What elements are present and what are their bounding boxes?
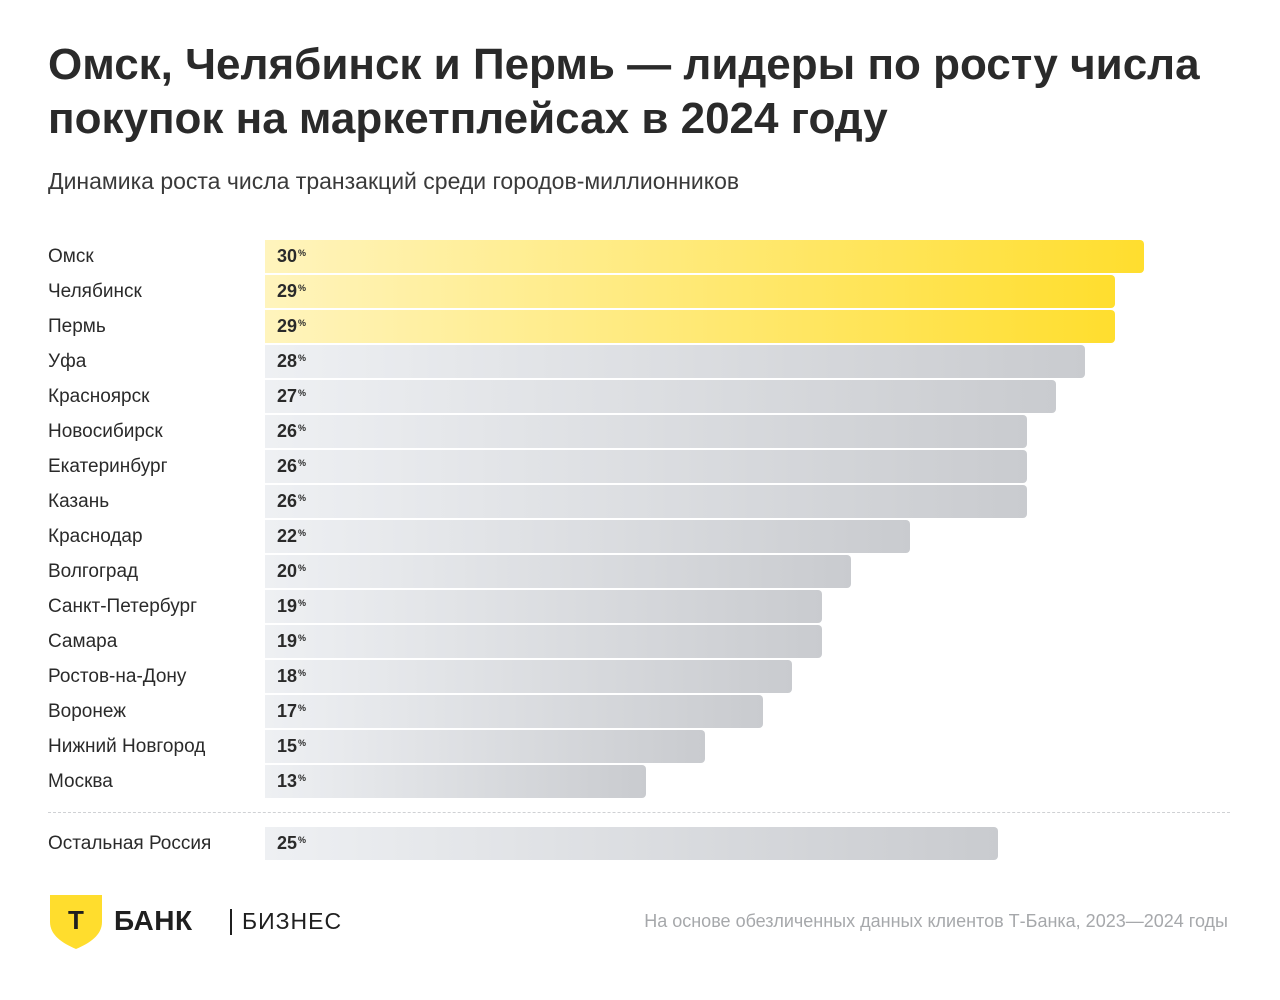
city-row: Казань 26% xyxy=(0,485,1280,518)
city-label: Уфа xyxy=(48,351,87,372)
city-bar xyxy=(265,485,1027,518)
city-bar xyxy=(265,695,763,728)
city-value-label: 26% xyxy=(277,421,307,441)
reference-divider xyxy=(48,812,1230,813)
reference-bar xyxy=(265,827,998,860)
city-row: Нижний Новгород 15% xyxy=(0,730,1280,763)
city-row: Ростов-на-Дону 18% xyxy=(0,660,1280,693)
city-bar xyxy=(265,345,1085,378)
city-label: Казань xyxy=(48,491,110,512)
city-bar xyxy=(265,240,1144,273)
city-value-label: 18% xyxy=(277,666,307,686)
city-label: Пермь xyxy=(48,316,106,337)
city-label: Самара xyxy=(48,631,118,652)
city-bar xyxy=(265,450,1027,483)
reference-value-label: 25% xyxy=(277,833,307,853)
city-row: Новосибирск 26% xyxy=(0,415,1280,448)
tbank-shield-icon xyxy=(50,895,102,949)
city-bar xyxy=(265,765,646,798)
footer: Т БАНК БИЗНЕС На основе обезличенных дан… xyxy=(0,895,1280,955)
city-value-label: 15% xyxy=(277,736,307,756)
city-value-label: 17% xyxy=(277,701,307,721)
city-row: Волгоград 20% xyxy=(0,555,1280,588)
reference-row: Остальная Россия 25% xyxy=(0,827,1280,860)
city-bar xyxy=(265,555,851,588)
city-bar xyxy=(265,520,910,553)
city-row: Санкт-Петербург 19% xyxy=(0,590,1280,623)
city-value-label: 29% xyxy=(277,316,307,336)
city-row: Екатеринбург 26% xyxy=(0,450,1280,483)
city-label: Краснодар xyxy=(48,526,143,547)
city-row: Москва 13% xyxy=(0,765,1280,798)
city-label: Новосибирск xyxy=(48,421,163,442)
reference-label: Остальная Россия xyxy=(48,833,212,854)
chart-subtitle: Динамика роста числа транзакций среди го… xyxy=(48,168,740,194)
city-label: Красноярск xyxy=(48,386,150,407)
city-label: Нижний Новгород xyxy=(48,736,206,757)
city-value-label: 22% xyxy=(277,526,307,546)
city-row: Омск 30% xyxy=(0,240,1280,273)
city-bar xyxy=(265,660,792,693)
city-label: Санкт-Петербург xyxy=(48,596,198,617)
city-row: Воронеж 17% xyxy=(0,695,1280,728)
city-bar xyxy=(265,415,1027,448)
logo-separator xyxy=(230,909,232,935)
city-value-label: 26% xyxy=(277,456,307,476)
city-row: Челябинск 29% xyxy=(0,275,1280,308)
city-row: Самара 19% xyxy=(0,625,1280,658)
city-bar xyxy=(265,625,822,658)
logo-letter: Т xyxy=(68,905,84,935)
city-bar xyxy=(265,380,1056,413)
logo-business-text: БИЗНЕС xyxy=(242,908,343,934)
city-label: Воронеж xyxy=(48,701,126,722)
city-label: Челябинск xyxy=(48,281,142,302)
data-source-note: На основе обезличенных данных клиентов Т… xyxy=(644,911,1228,931)
city-value-label: 29% xyxy=(277,281,307,301)
city-row: Уфа 28% xyxy=(0,345,1280,378)
city-label: Омск xyxy=(48,246,94,267)
city-value-label: 28% xyxy=(277,351,307,371)
city-row: Пермь 29% xyxy=(0,310,1280,343)
city-bar xyxy=(265,730,705,763)
city-value-label: 30% xyxy=(277,246,307,266)
city-value-label: 27% xyxy=(277,386,307,406)
city-value-label: 13% xyxy=(277,771,307,791)
city-value-label: 26% xyxy=(277,491,307,511)
city-label: Волгоград xyxy=(48,561,139,582)
city-label: Москва xyxy=(48,771,113,792)
city-bar xyxy=(265,275,1115,308)
city-row: Краснодар 22% xyxy=(0,520,1280,553)
city-bar xyxy=(265,310,1115,343)
city-label: Ростов-на-Дону xyxy=(48,666,187,687)
city-bar xyxy=(265,590,822,623)
city-value-label: 20% xyxy=(277,561,307,581)
city-label: Екатеринбург xyxy=(48,456,168,477)
city-value-label: 19% xyxy=(277,631,307,651)
chart-title: Омск, Челябинск и Пермь — лидеры по рост… xyxy=(48,40,1200,143)
bar-chart: Омск 30% Челябинск 29% Пермь 29% Уфа 28% Красноя… xyxy=(0,240,1280,870)
city-value-label: 19% xyxy=(277,596,307,616)
city-row: Красноярск 27% xyxy=(0,380,1280,413)
tbank-business-logo: Т БАНК БИЗНЕС xyxy=(50,895,370,950)
logo-bank-text: БАНК xyxy=(114,905,193,936)
